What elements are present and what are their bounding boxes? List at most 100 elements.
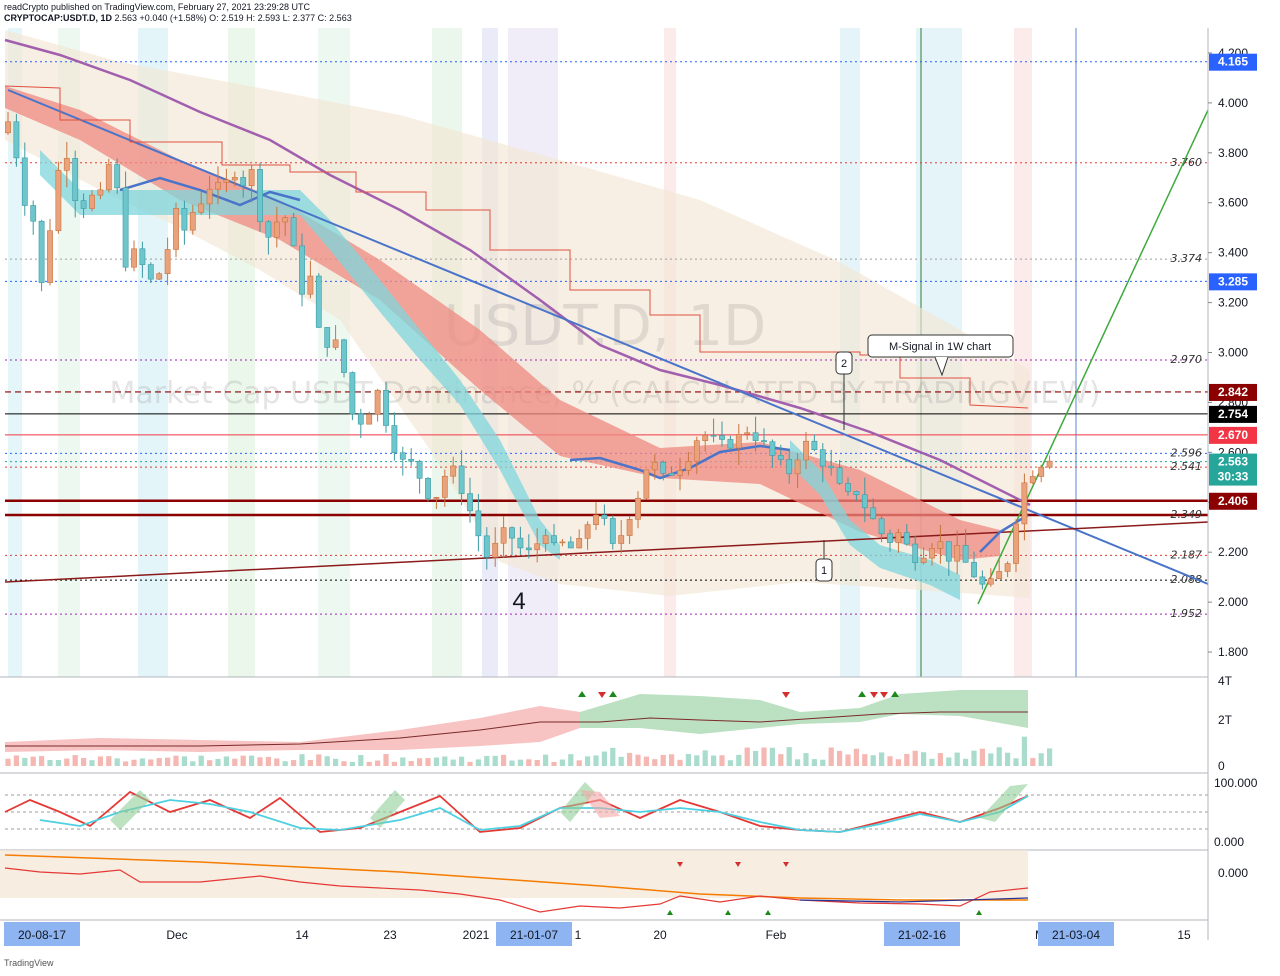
x-tick-highlight [884,922,960,946]
candle-body [114,164,121,189]
volume-bar [198,755,204,766]
volume-bar [1030,758,1036,766]
volume-bar [593,755,599,766]
candle-body [206,188,213,205]
volume-bar [190,761,196,766]
cloud-band-green [580,690,1028,734]
candle-body [458,465,465,494]
candle-body [257,169,263,223]
candle-body [315,275,322,328]
volume-bar [324,756,330,766]
volume-bar [30,756,36,766]
x-tick-label: 2021 [463,928,490,942]
volume-bar [165,757,171,766]
candle-body [467,493,473,512]
candle [853,490,860,501]
candle [542,529,549,552]
price-tag-label: 3.285 [1218,274,1248,288]
volume-bar [433,757,439,766]
candle [971,551,977,578]
candle-body [567,541,574,549]
sell-signal-icon [782,692,790,698]
level-label: 3.374 [1171,252,1203,265]
volume-bar [929,758,935,766]
candle-body [223,179,230,183]
candle [601,504,608,526]
watermark-description: Market Cap USDT Dominance, % (CALCULATED… [110,376,1101,411]
buy-signal-icon [891,691,899,697]
candle-body [189,212,196,231]
candle [374,388,381,422]
price-tag-label: 2.670 [1218,428,1248,442]
volume-bar [501,754,507,766]
cloud-band-red [5,706,580,752]
ma-purple-line [4,38,1031,507]
candle [819,443,826,483]
level-label: 2.088 [1171,573,1203,586]
candle-body [341,339,347,373]
support-line [4,521,1209,583]
candle [483,527,490,570]
symbol-name: CRYPTOCAP:USDT.D, 1D [4,13,113,23]
candle-body [366,414,373,425]
candle-body [332,339,339,348]
trend-line-blue [7,89,1209,585]
stoch-fill [980,784,1028,822]
candle-body [761,440,767,443]
volume-bar [912,750,918,766]
volume-bar [383,754,389,766]
volume-bar [1021,736,1027,766]
x-tick-label: Dec [166,928,187,942]
candle-body [1021,482,1028,525]
candle-body [593,514,599,525]
volume-bar [862,754,868,766]
volume-tick-label: 2T [1218,713,1233,727]
candle-body [383,389,389,426]
stoch-d-line [39,795,1029,833]
candle [307,260,314,299]
volume-bar [223,756,229,766]
candle-body [954,545,961,562]
candle [693,436,700,475]
buy-signal-icon [858,691,866,697]
candle-body [282,217,289,223]
candle-body [534,543,541,551]
candle [1004,561,1011,578]
candle [181,200,188,245]
volume-bar [39,756,45,766]
candle-body [265,221,272,238]
candle-body [803,440,809,461]
candle [265,220,272,255]
candle [845,477,851,496]
candle-body [811,440,818,450]
candle-body [836,467,843,484]
candle-body [887,533,893,543]
candle [433,496,440,510]
candle-body [719,435,725,440]
volume-bar [459,756,465,766]
candle-body [618,535,625,544]
obv-signal-line [4,854,1028,901]
candle-body [685,460,692,471]
volume-bar [996,747,1002,766]
candle [811,434,818,452]
volume-bar [475,759,481,766]
candle-body [727,439,734,449]
candle [5,111,11,135]
candle [332,325,339,350]
candle [349,371,356,421]
volume-bar [13,755,19,766]
sell-signal-icon [677,862,683,867]
buy-signal-icon [725,910,731,915]
candle-body [139,248,146,265]
candle-body [895,532,902,543]
candle [593,502,599,530]
candle-body [131,248,137,268]
candle-body [273,221,280,238]
buy-signal-icon [578,691,586,697]
x-tick-highlight [1038,922,1114,946]
obv-tick-label: 0.000 [1218,866,1248,880]
volume-bar [971,750,977,766]
price-tag-label: 2.842 [1218,385,1248,399]
